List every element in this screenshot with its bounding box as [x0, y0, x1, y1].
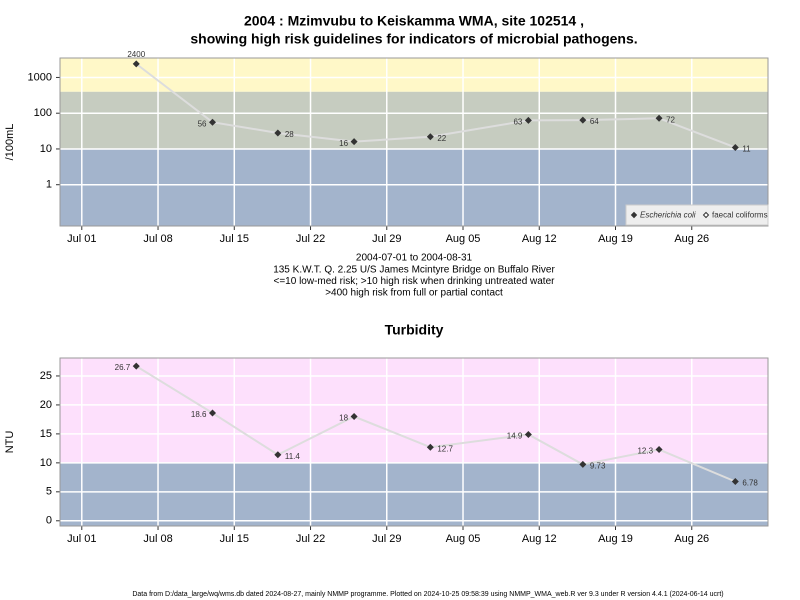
- x-tick-label: Jul 01: [67, 233, 96, 245]
- subtitle-note: 2004-07-01 to 2004-08-31: [356, 253, 473, 264]
- x-tick-label: Aug 12: [522, 533, 557, 545]
- data-point: [208, 409, 216, 417]
- data-label: 26.7: [115, 363, 131, 372]
- data-point: [208, 118, 216, 126]
- data-label: 16: [339, 139, 348, 148]
- chart-title: 2004 : Mzimvubu to Keiskamma WMA, site 1…: [244, 13, 584, 29]
- data-label: 11.4: [285, 452, 301, 461]
- data-label: 72: [666, 115, 675, 124]
- x-tick-label: Aug 26: [674, 533, 709, 545]
- x-tick-label: Aug 19: [598, 233, 633, 245]
- data-point: [350, 413, 358, 421]
- data-label: 28: [285, 130, 294, 139]
- data-point: [132, 362, 140, 370]
- risk-band: [60, 91, 768, 149]
- data-point: [731, 478, 739, 486]
- data-point: [132, 60, 140, 68]
- legend-label: faecal coliforms: [712, 211, 768, 220]
- y-axis-label: NTU: [4, 431, 16, 454]
- data-label: 6.78: [742, 479, 758, 488]
- y-tick-label: 20: [40, 399, 52, 411]
- data-point: [731, 143, 739, 151]
- data-point: [426, 133, 434, 141]
- y-axis-label: /100mL: [4, 124, 16, 161]
- x-tick-label: Jul 22: [296, 233, 325, 245]
- y-tick-label: 10: [40, 457, 52, 469]
- x-tick-label: Aug 05: [446, 533, 481, 545]
- data-point: [350, 138, 358, 146]
- y-tick-label: 15: [40, 428, 52, 440]
- legend: Escherichia coli faecal coliforms: [625, 204, 769, 226]
- y-tick-label: 10: [40, 143, 52, 155]
- y-tick-label: 1000: [28, 71, 52, 83]
- chart-title: Turbidity: [385, 322, 444, 338]
- data-point: [524, 116, 532, 124]
- x-tick-label: Jul 08: [143, 533, 172, 545]
- y-tick-label: 0: [46, 515, 52, 527]
- data-point: [579, 116, 587, 124]
- legend-box: [625, 204, 769, 226]
- data-point: [274, 451, 282, 459]
- chart-title: showing high risk guidelines for indicat…: [190, 31, 637, 47]
- data-point: [274, 129, 282, 137]
- data-point: [655, 446, 663, 454]
- x-tick-label: Jul 29: [372, 533, 401, 545]
- plot-frame: [59, 357, 769, 527]
- data-label: 12.7: [437, 444, 453, 453]
- risk-band: [60, 462, 768, 526]
- data-point: [524, 430, 532, 438]
- data-label: 11: [742, 145, 751, 154]
- x-tick-label: Aug 05: [446, 233, 481, 245]
- x-tick-label: Jul 29: [372, 233, 401, 245]
- y-tick-label: 5: [46, 486, 52, 498]
- data-label: 12.3: [637, 447, 653, 456]
- subtitle-note: >400 high risk from full or partial cont…: [325, 288, 503, 299]
- subtitle-note: <=10 low-med risk; >10 high risk when dr…: [274, 276, 556, 287]
- data-label: 18.6: [191, 410, 207, 419]
- x-tick-label: Aug 26: [674, 233, 709, 245]
- subtitle-note: 135 K.W.T. Q. 2.25 U/S James Mcintyre Br…: [273, 264, 555, 275]
- data-label: 56: [198, 119, 207, 128]
- x-tick-label: Jul 15: [220, 533, 249, 545]
- y-tick-label: 1: [46, 179, 52, 191]
- x-tick-label: Aug 12: [522, 233, 557, 245]
- legend-symbol: [702, 211, 710, 219]
- data-label: 22: [437, 134, 446, 143]
- data-label: 18: [339, 414, 348, 423]
- data-point: [579, 460, 587, 468]
- data-label: 2400: [127, 50, 145, 59]
- plot-frame: [59, 57, 769, 227]
- y-tick-label: 100: [34, 107, 52, 119]
- y-tick-label: 25: [40, 370, 52, 382]
- data-label: 14.9: [507, 432, 523, 441]
- data-label: 64: [590, 117, 599, 126]
- legend-label: Escherichia coli: [640, 211, 696, 220]
- x-tick-label: Aug 19: [598, 533, 633, 545]
- data-point: [655, 114, 663, 122]
- x-tick-label: Jul 08: [143, 233, 172, 245]
- data-label: 9.73: [590, 462, 606, 471]
- x-tick-label: Jul 01: [67, 533, 96, 545]
- x-tick-label: Jul 15: [220, 233, 249, 245]
- data-point: [426, 443, 434, 451]
- legend-symbol: [630, 211, 638, 219]
- risk-band: [60, 58, 768, 92]
- risk-band: [60, 358, 768, 463]
- footer: Data from D:/data_large/wq/wms.db dated …: [132, 591, 723, 598]
- data-label: 63: [513, 117, 522, 126]
- x-tick-label: Jul 22: [296, 533, 325, 545]
